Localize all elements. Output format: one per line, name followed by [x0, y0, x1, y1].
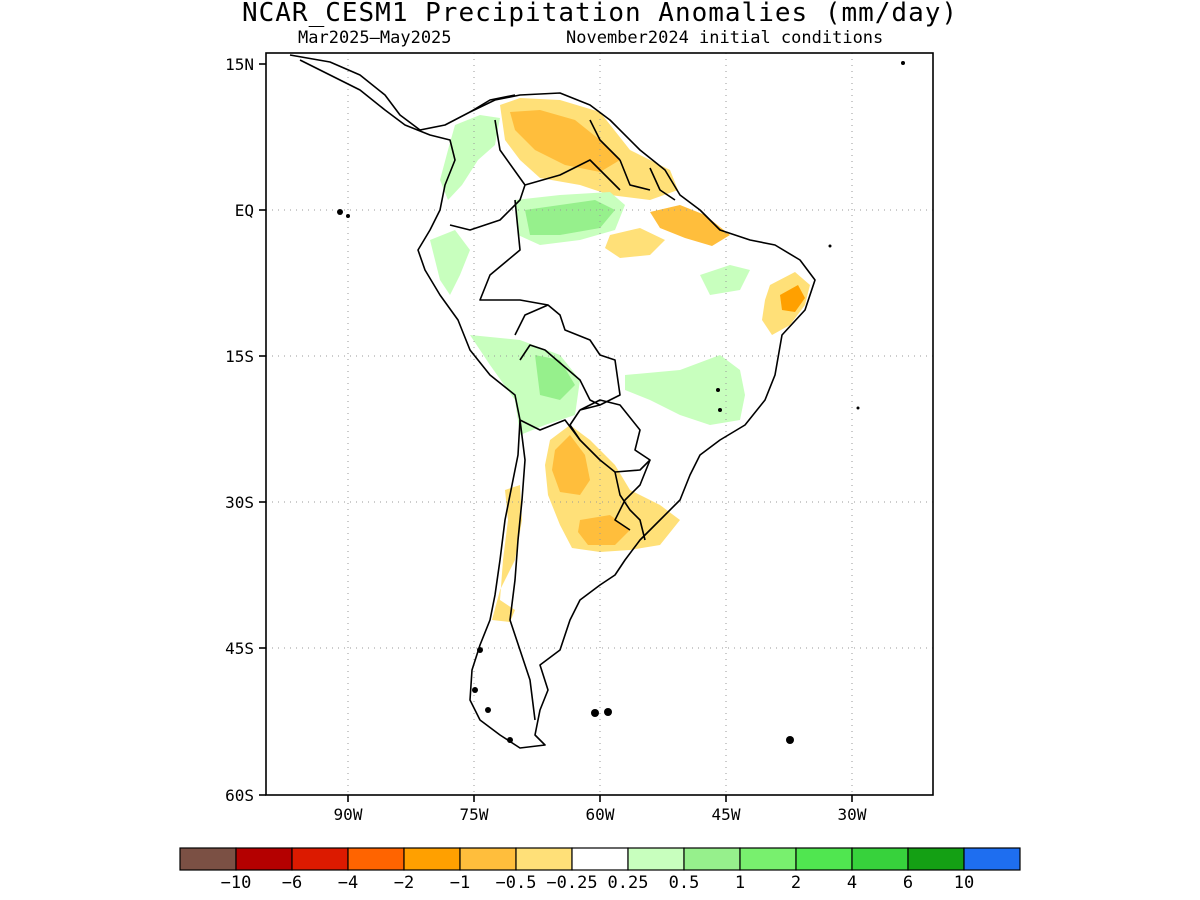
coastlines — [289, 54, 816, 749]
forecast-period: Mar2025–May2025 — [298, 28, 452, 48]
guianas-boundary — [589, 119, 676, 201]
colorbar-label: −0.5 — [496, 873, 537, 893]
colorbar-label: 1 — [735, 873, 745, 893]
colorbar-swatch — [739, 847, 797, 871]
lat-label: EQ — [235, 201, 254, 220]
colorbar-label: −10 — [221, 873, 252, 893]
colorbar-swatch — [571, 847, 629, 871]
lon-label: 90W — [334, 805, 363, 824]
colorbar-label: 4 — [847, 873, 857, 893]
colorbar-label: 6 — [903, 873, 913, 893]
map-title: NCAR_CESM1 Precipitation Anomalies (mm/d… — [241, 0, 959, 28]
lon-label: 45W — [712, 805, 741, 824]
anomaly-positive-colombia — [440, 115, 500, 200]
anomaly-positive-brazil-east — [625, 355, 745, 425]
colorbar: −10 −6 −4 −2 −1 −0.5 −0.25 0.25 0.5 1 2 4 6 10 — [179, 847, 1021, 893]
lon-label: 75W — [460, 805, 489, 824]
anomaly-negative-pampas-core — [578, 515, 630, 545]
colombia-boundary — [449, 119, 621, 231]
colorbar-swatch — [459, 847, 517, 871]
colorbar-label: −0.25 — [546, 873, 597, 893]
initial-conditions: November2024 initial conditions — [566, 28, 884, 48]
latitude-labels: 15N EQ 15S 30S 45S 60S — [225, 55, 254, 805]
colorbar-label: −6 — [282, 873, 302, 893]
south-america-coast — [289, 54, 816, 749]
colorbar-label: 2 — [791, 873, 801, 893]
colorbar-label: 0.25 — [608, 873, 649, 893]
colorbar-swatch — [291, 847, 349, 871]
lat-label: 45S — [225, 639, 254, 658]
colorbar-label: −2 — [394, 873, 414, 893]
anomaly-positive-bolivia-core — [535, 355, 575, 400]
colorbar-label: 10 — [954, 873, 974, 893]
colorbar-swatch — [963, 847, 1021, 871]
colorbar-swatch — [795, 847, 853, 871]
brazil-south-boundary — [614, 459, 651, 531]
anomaly-negative-argentina-core — [552, 435, 590, 495]
colorbar-label: −1 — [450, 873, 470, 893]
argentina-boundary — [519, 419, 646, 541]
lat-label: 30S — [225, 493, 254, 512]
bolivia-boundary — [514, 304, 601, 406]
lon-label: 30W — [838, 805, 867, 824]
lat-label: 15S — [225, 347, 254, 366]
colorbar-label: 0.5 — [669, 873, 700, 893]
anomaly-negative-para — [605, 228, 665, 258]
tick-marks — [259, 63, 853, 802]
colorbar-swatch — [179, 847, 237, 871]
colorbar-swatch — [515, 847, 573, 871]
colorbar-swatch — [627, 847, 685, 871]
graticule — [266, 53, 933, 795]
colorbar-swatch — [851, 847, 909, 871]
caribbean-coast — [469, 94, 516, 113]
lat-label: 60S — [225, 786, 254, 805]
amazon-boundary — [479, 199, 621, 411]
colorbar-swatch — [907, 847, 965, 871]
anomaly-negative-north-core — [510, 110, 620, 172]
anomaly-negative-amazon-mouth — [650, 205, 730, 246]
colorbar-swatch — [403, 847, 461, 871]
colorbar-swatch — [235, 847, 293, 871]
lon-label: 60W — [586, 805, 615, 824]
colorbar-swatch — [683, 847, 741, 871]
anomaly-positive-peru — [430, 230, 470, 295]
longitude-labels: 90W 75W 60W 45W 30W — [334, 805, 867, 824]
anomaly-positive-brazil-northeast — [700, 265, 750, 295]
chile-boundary — [509, 419, 536, 721]
anomaly-positive-amazon-core — [525, 200, 615, 235]
colorbar-label: −4 — [338, 873, 358, 893]
anomaly-negative-northeast-core — [780, 285, 805, 312]
lat-label: 15N — [225, 55, 254, 74]
anomaly-negative-chile — [492, 485, 522, 622]
anomaly-shading — [430, 98, 810, 622]
islands — [337, 61, 905, 744]
colorbar-swatch — [347, 847, 405, 871]
